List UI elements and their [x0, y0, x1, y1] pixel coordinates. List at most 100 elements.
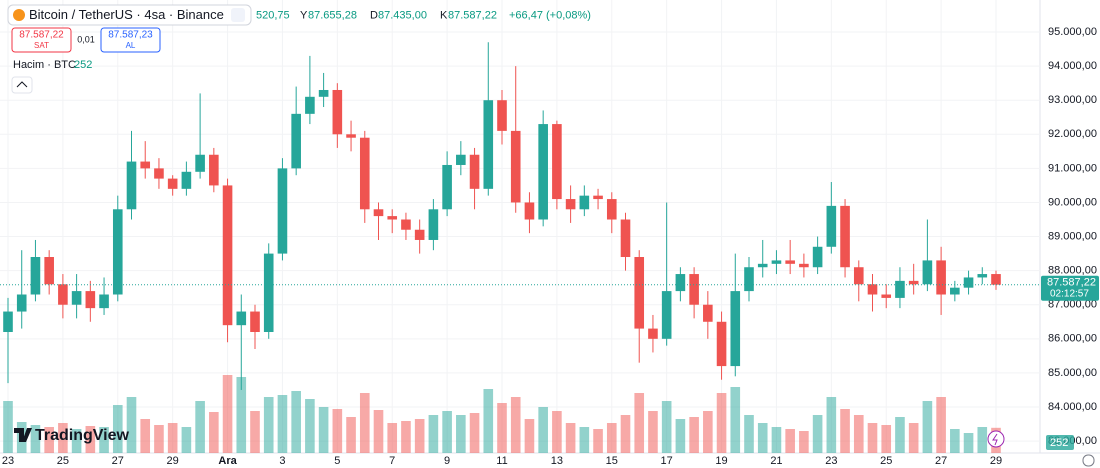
volume-value: 252 [74, 59, 92, 71]
buy-button[interactable] [100, 27, 161, 53]
ohlc-open: 520,75 [256, 9, 290, 21]
x-tick-label: 27 [935, 455, 947, 467]
volume-bar [428, 415, 439, 453]
candle-body [140, 161, 151, 169]
volume-bar [538, 407, 548, 453]
ohlc-change: +66,47 (+0,08%) [509, 9, 591, 21]
volume-bar [209, 412, 219, 453]
volume-bar [401, 421, 411, 453]
volume-bar [744, 415, 754, 453]
candle-body [209, 154, 219, 186]
candle-body [908, 280, 919, 285]
symbol-box[interactable] [7, 4, 252, 26]
candle-body [85, 291, 96, 309]
sell-price[interactable]: 87.587,22 [19, 30, 64, 41]
candle-body [634, 257, 645, 329]
y-tick-label: 95.000,00 [1048, 26, 1097, 38]
volume-bar [812, 415, 823, 453]
candle-body [414, 229, 425, 240]
alert-icon[interactable] [987, 430, 1005, 448]
candle-body [305, 96, 315, 114]
collapse-indicators[interactable] [11, 76, 33, 94]
volume-bar [414, 419, 425, 453]
candle-body [346, 134, 356, 138]
collapse-button[interactable] [231, 8, 245, 22]
candle-body [744, 267, 754, 292]
candle-body [263, 253, 274, 332]
y-tick-label: 87.000,00 [1048, 299, 1097, 311]
btc-icon [13, 9, 25, 21]
volume-bar [881, 425, 892, 453]
settings-icon[interactable] [1082, 454, 1095, 467]
candle-body [620, 219, 631, 258]
candle-body [30, 257, 41, 295]
y-tick-label: 84.000,00 [1048, 401, 1097, 413]
volume-bar [936, 397, 946, 453]
volume-bar [154, 425, 164, 453]
candle-body [661, 291, 672, 339]
volume-bar [524, 419, 535, 453]
volume-bar [963, 433, 974, 453]
volume-bar [263, 397, 274, 453]
volume-bar [552, 411, 562, 453]
x-tick-label: 17 [661, 455, 673, 467]
volume-bar [908, 423, 919, 453]
candle-body [867, 284, 878, 295]
volume-axis-label: 252 [1050, 437, 1068, 449]
candle-body [552, 124, 562, 200]
candle-body [469, 154, 480, 189]
volume-bar [442, 411, 452, 453]
sell-button[interactable] [11, 27, 72, 53]
volume-bar [359, 393, 370, 453]
x-tick-label: 23 [825, 455, 837, 467]
logo-text: TradingView [35, 427, 130, 444]
volume-bar [71, 429, 82, 453]
volume-bar [277, 395, 288, 453]
last-price-label: 87.587,22 [1047, 277, 1096, 289]
ohlc-value: 87.435,00 [378, 9, 427, 21]
volume-bar [126, 397, 137, 453]
volume-bar [373, 410, 384, 453]
volume-bar [895, 417, 905, 453]
candle-body [936, 260, 946, 295]
candle-body [442, 164, 452, 210]
candle-body [44, 257, 54, 285]
volume-bar [387, 423, 398, 453]
volume-bar [195, 401, 205, 453]
volume-bar [222, 375, 233, 453]
volume-bar [757, 423, 768, 453]
volume-bar [950, 429, 960, 453]
candle-body [785, 260, 795, 264]
sell-label[interactable]: SAT [34, 41, 49, 50]
volume-bar [236, 377, 247, 453]
x-tick-label: 25 [57, 455, 69, 467]
volume-bar [483, 389, 494, 453]
volume-bar [167, 423, 178, 453]
candle-body [565, 199, 576, 210]
y-tick-label: 88.000,00 [1048, 265, 1097, 277]
x-tick-label: 13 [551, 455, 563, 467]
candle-body [703, 304, 713, 322]
buy-price[interactable]: 87.587,23 [108, 30, 153, 41]
volume-bar [840, 409, 850, 453]
buy-label[interactable]: AL [126, 41, 136, 50]
volume-bar [661, 401, 672, 453]
volume-bar [689, 417, 699, 453]
volume-bar [181, 427, 192, 453]
symbol[interactable]: Bitcoin / TetherUS · 4sa · Binance [29, 7, 224, 22]
last-price-box [1041, 275, 1099, 301]
candle-body [181, 171, 192, 189]
volume-bar [634, 393, 645, 453]
candle-body [58, 284, 68, 305]
axes: 83.000,0084.000,0085.000,0086.000,0087.0… [0, 26, 1099, 467]
ohlc: Y 87.655,28 D 87.435,00 K 87.587,22 +66,47 (+0… [300, 9, 591, 21]
candle-body [236, 311, 247, 326]
candle-body [771, 260, 782, 264]
volume-bar [771, 427, 782, 453]
candle-body [799, 263, 809, 268]
candle-body [895, 280, 905, 298]
volume-bar [291, 391, 301, 453]
candle-body [428, 209, 439, 240]
x-tick-label: 15 [606, 455, 618, 467]
